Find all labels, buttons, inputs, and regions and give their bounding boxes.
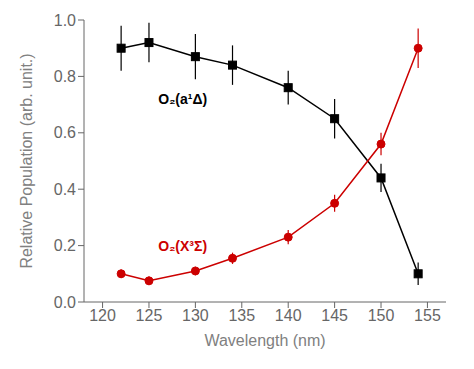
svg-text:145: 145 <box>321 307 348 324</box>
svg-text:0.0: 0.0 <box>54 294 76 311</box>
svg-text:155: 155 <box>414 307 441 324</box>
svg-text:Wavelength (nm): Wavelength (nm) <box>204 332 325 349</box>
svg-text:120: 120 <box>89 307 116 324</box>
svg-text:0.2: 0.2 <box>54 237 76 254</box>
svg-text:Relative Population (arb. unit: Relative Population (arb. unit.) <box>18 53 35 268</box>
svg-text:O₂(a¹Δ): O₂(a¹Δ) <box>158 91 207 107</box>
svg-text:125: 125 <box>136 307 163 324</box>
svg-text:130: 130 <box>182 307 209 324</box>
svg-text:1.0: 1.0 <box>54 12 76 29</box>
svg-text:150: 150 <box>368 307 395 324</box>
svg-text:0.4: 0.4 <box>54 181 76 198</box>
svg-text:0.6: 0.6 <box>54 124 76 141</box>
svg-text:135: 135 <box>228 307 255 324</box>
svg-text:0.8: 0.8 <box>54 68 76 85</box>
svg-text:O₂(X³Σ): O₂(X³Σ) <box>158 238 207 254</box>
svg-text:140: 140 <box>275 307 302 324</box>
